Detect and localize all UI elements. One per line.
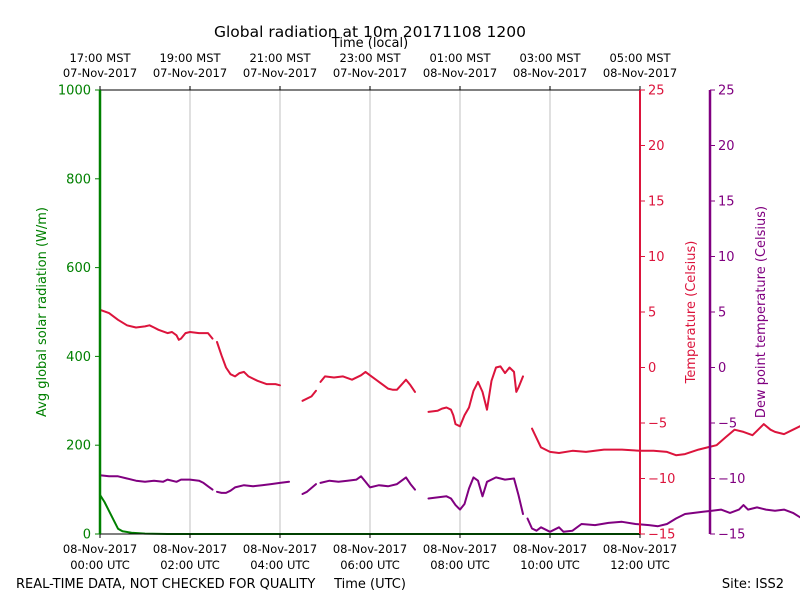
series-1-segment-3 (319, 370, 416, 393)
dewpoint-axis-label: Dew point temperature (Celsius) (754, 206, 769, 418)
series-2-segment-5 (526, 504, 800, 533)
gridlines (189, 90, 551, 534)
x-tick-label-utc-time-4: 08:00 UTC (430, 558, 490, 572)
x-tick-label-utc-time-5: 10:00 UTC (520, 558, 580, 572)
x-tick-label-local-time-4: 01:00 MST (429, 51, 491, 65)
x-tick-label-utc-date-3: 08-Nov-2017 (333, 542, 407, 556)
x-tick-label-utc-date-5: 08-Nov-2017 (513, 542, 587, 556)
x-tick-label-local-time-0: 17:00 MST (69, 51, 131, 65)
x-tick-label-local-date-3: 07-Nov-2017 (333, 66, 407, 80)
dewpoint-tick-label-8: 25 (718, 84, 735, 99)
series-2-segment-4 (427, 476, 524, 515)
dewpoint-tick-label-3: 0 (718, 361, 726, 376)
temperature-tick-label-7: 20 (648, 139, 665, 154)
x-tick-label-local-date-1: 07-Nov-2017 (153, 66, 227, 80)
radiation-tick-label-5: 1000 (58, 84, 91, 99)
x-tick-label-local-date-0: 07-Nov-2017 (63, 66, 137, 80)
series-2-segment-0 (99, 474, 214, 491)
x-tick-label-local-time-5: 03:00 MST (519, 51, 581, 65)
temperature-axis-label: Temperature (Celsius) (684, 241, 699, 385)
footer-site-label: Site: ISS2 (722, 577, 784, 592)
x-tick-label-utc-date-2: 08-Nov-2017 (243, 542, 317, 556)
x-tick-label-utc-time-1: 02:00 UTC (160, 558, 220, 572)
radiation-tick-label-0: 0 (83, 528, 91, 543)
x-tick-label-local-time-1: 19:00 MST (159, 51, 221, 65)
x-tick-label-utc-time-2: 04:00 UTC (250, 558, 310, 572)
series-1-segment-2 (301, 389, 317, 402)
footer-quality-note: REAL-TIME DATA, NOT CHECKED FOR QUALITY (16, 577, 315, 592)
temperature-tick-label-5: 10 (648, 250, 665, 265)
series-1-segment-5 (531, 423, 800, 457)
temperature-tick-label-8: 25 (648, 84, 665, 99)
x-tick-label-local-date-5: 08-Nov-2017 (513, 66, 587, 80)
x-tick-label-utc-date-0: 08-Nov-2017 (63, 542, 137, 556)
temperature-tick-label-2: −5 (648, 417, 667, 432)
temperature-tick-label-1: −10 (648, 472, 675, 487)
bottom-axis-label: Time (UTC) (333, 577, 406, 592)
x-tick-label-utc-time-6: 12:00 UTC (610, 558, 670, 572)
chart-title: Global radiation at 10m 20171108 1200 (214, 23, 526, 41)
x-tick-label-utc-date-1: 08-Nov-2017 (153, 542, 227, 556)
series-1-segment-0 (99, 308, 214, 341)
dewpoint-tick-label-5: 10 (718, 250, 735, 265)
x-tick-label-local-date-6: 08-Nov-2017 (603, 66, 677, 80)
x-tick-label-utc-date-6: 08-Nov-2017 (603, 542, 677, 556)
x-tick-label-local-date-2: 07-Nov-2017 (243, 66, 317, 80)
dewpoint-tick-label-1: −10 (718, 472, 745, 487)
x-tick-label-local-time-6: 05:00 MST (609, 51, 671, 65)
x-tick-label-utc-time-0: 00:00 UTC (70, 558, 130, 572)
series-2-segment-1 (216, 480, 290, 494)
temperature-tick-label-4: 5 (648, 306, 656, 321)
dewpoint-tick-label-7: 20 (718, 139, 735, 154)
temperature-tick-label-0: −15 (648, 528, 675, 543)
dewpoint-tick-label-6: 15 (718, 195, 735, 210)
radiation-tick-label-1: 200 (66, 439, 91, 454)
temperature-tick-label-6: 15 (648, 195, 665, 210)
dewpoint-tick-label-0: −15 (718, 528, 745, 543)
radiation-tick-label-4: 800 (66, 172, 91, 187)
x-tick-label-utc-time-3: 06:00 UTC (340, 558, 400, 572)
x-tick-label-local-time-3: 23:00 MST (339, 51, 401, 65)
dewpoint-tick-label-4: 5 (718, 306, 726, 321)
radiation-tick-label-2: 400 (66, 350, 91, 365)
dewpoint-tick-label-2: −5 (718, 417, 737, 432)
series-2-segment-2 (301, 483, 317, 495)
temperature-tick-label-3: 0 (648, 361, 656, 376)
radiation-tick-label-3: 600 (66, 261, 91, 276)
radiation-axis-label: Avg global solar radiation (W/m) (35, 207, 50, 417)
series-2-segment-3 (319, 475, 416, 491)
series-1-segment-1 (216, 341, 281, 387)
series-1-segment-4 (427, 365, 524, 428)
x-tick-label-utc-date-4: 08-Nov-2017 (423, 542, 497, 556)
x-tick-label-local-date-4: 08-Nov-2017 (423, 66, 497, 80)
x-tick-label-local-time-2: 21:00 MST (249, 51, 311, 65)
top-axis-label: Time (local) (331, 36, 408, 51)
